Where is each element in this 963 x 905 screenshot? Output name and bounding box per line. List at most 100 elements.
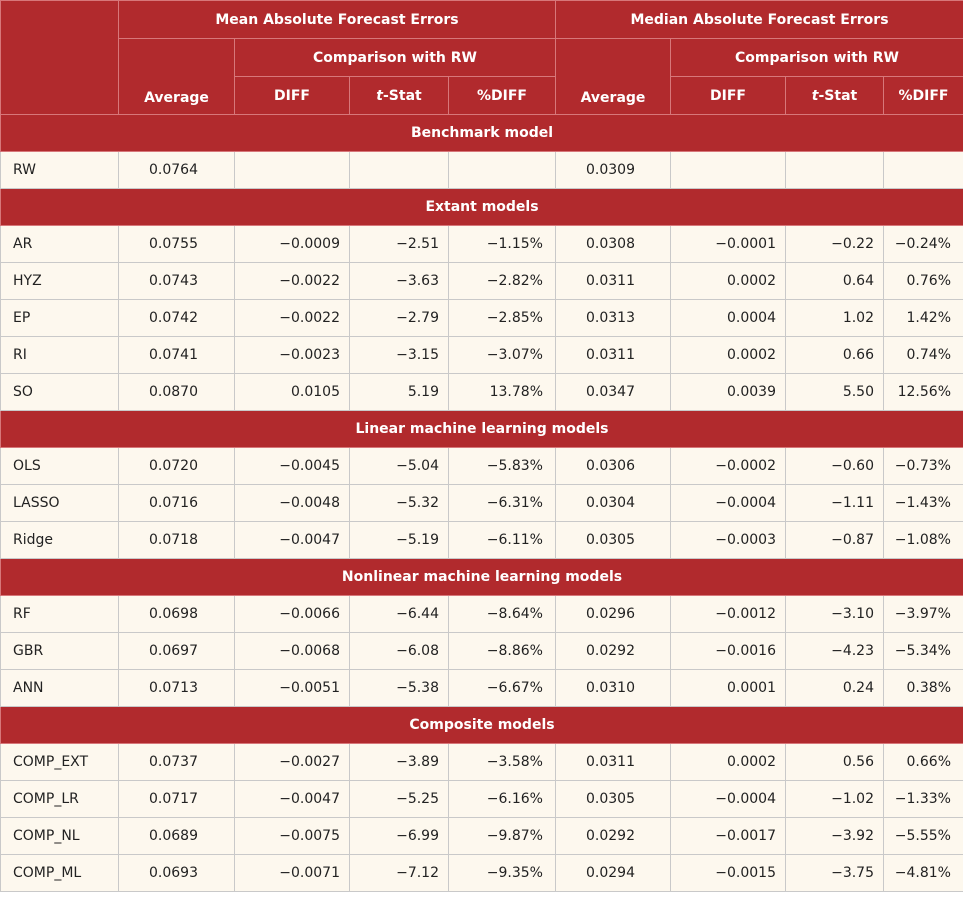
table-row: RI 0.0741 −0.0023 −3.15 −3.07% 0.0311 0.0002 0.… [0,336,963,374]
median-average-cell: 0.0292 [555,632,671,670]
section-title: Nonlinear machine learning models [0,558,963,596]
section-title: Extant models [0,188,963,226]
median-diff-cell: 0.0002 [670,743,786,781]
median-pctdiff-cell: −4.81% [883,854,963,892]
median-average-cell: 0.0309 [555,151,671,189]
section-row: Linear machine learning models [0,410,963,448]
median-pctdiff-cell: 0.74% [883,336,963,374]
median-diff-cell: −0.0016 [670,632,786,670]
mean-pctdiff-cell: −6.11% [448,521,556,559]
table-header: Mean Absolute Forecast Errors Median Abs… [0,0,963,115]
table-row: LASSO 0.0716 −0.0048 −5.32 −6.31% 0.0304 −0.00… [0,484,963,522]
tstat-suffix: -Stat [382,87,422,104]
mean-diff-cell: −0.0022 [234,262,350,300]
mean-tstat-cell: −7.12 [349,854,449,892]
mean-pctdiff-cell: −6.67% [448,669,556,707]
mean-diff-cell: −0.0066 [234,595,350,633]
mean-diff-cell: −0.0027 [234,743,350,781]
table-row: RW 0.0764 0.0309 [0,151,963,189]
median-average-cell: 0.0308 [555,225,671,263]
mean-diff-cell: −0.0009 [234,225,350,263]
mean-pctdiff-header: %DIFF [448,76,556,115]
median-tstat-cell: 0.64 [785,262,884,300]
median-diff-cell: −0.0004 [670,780,786,818]
median-group-header: Median Absolute Forecast Errors [555,0,963,39]
median-pctdiff-header: %DIFF [883,76,963,115]
median-tstat-cell: −1.02 [785,780,884,818]
mean-diff-cell: 0.0105 [234,373,350,411]
median-tstat-cell: 0.66 [785,336,884,374]
mean-average-cell: 0.0697 [118,632,235,670]
median-pctdiff-cell: −1.43% [883,484,963,522]
median-diff-cell: −0.0003 [670,521,786,559]
mean-average-cell: 0.0737 [118,743,235,781]
median-diff-cell: −0.0002 [670,447,786,485]
table-row: ANN 0.0713 −0.0051 −5.38 −6.67% 0.0310 0.0001 0… [0,669,963,707]
model-name-cell: COMP_ML [0,854,119,892]
mean-diff-cell: −0.0048 [234,484,350,522]
mean-pctdiff-cell: −2.85% [448,299,556,337]
median-average-cell: 0.0311 [555,743,671,781]
median-average-cell: 0.0313 [555,299,671,337]
table-row: GBR 0.0697 −0.0068 −6.08 −8.86% 0.0292 −0.0016… [0,632,963,670]
mean-pctdiff-cell: 13.78% [448,373,556,411]
mean-average-cell: 0.0718 [118,521,235,559]
median-average-cell: 0.0294 [555,854,671,892]
mean-tstat-cell: −2.51 [349,225,449,263]
mean-pctdiff-cell: −8.64% [448,595,556,633]
median-tstat-cell: 0.24 [785,669,884,707]
mean-diff-cell: −0.0071 [234,854,350,892]
mean-average-cell: 0.0717 [118,780,235,818]
mean-pctdiff-cell: −8.86% [448,632,556,670]
mean-tstat-cell: −5.19 [349,521,449,559]
mean-average-cell: 0.0743 [118,262,235,300]
median-tstat-cell: −3.92 [785,817,884,855]
table-row: RF 0.0698 −0.0066 −6.44 −8.64% 0.0296 −0.0012−… [0,595,963,633]
median-diff-cell: −0.0004 [670,484,786,522]
table-row: SO 0.0870 0.0105 5.19 13.78% 0.0347 0.0039 5.50… [0,373,963,411]
mean-diff-cell: −0.0068 [234,632,350,670]
mean-pctdiff-cell: −9.87% [448,817,556,855]
mean-tstat-cell: −5.25 [349,780,449,818]
model-header-blank [0,0,119,115]
median-diff-cell: −0.0017 [670,817,786,855]
mean-diff-cell: −0.0045 [234,447,350,485]
mean-diff-cell: −0.0075 [234,817,350,855]
model-name-cell: COMP_LR [0,780,119,818]
table-row: COMP_LR 0.0717 −0.0047 −5.25 −6.16% 0.0305 −0.… [0,780,963,818]
median-diff-header: DIFF [670,76,786,115]
mean-pctdiff-cell: −9.35% [448,854,556,892]
median-average-cell: 0.0292 [555,817,671,855]
median-pctdiff-cell: 0.76% [883,262,963,300]
table-row: AR 0.0755 −0.0009 −2.51 −1.15% 0.0308 −0.0001−… [0,225,963,263]
mean-tstat-cell: −5.32 [349,484,449,522]
median-diff-cell: 0.0001 [670,669,786,707]
mean-average-cell: 0.0689 [118,817,235,855]
section-row: Extant models [0,188,963,226]
median-average-cell: 0.0305 [555,521,671,559]
model-name-cell: SO [0,373,119,411]
median-tstat-cell: 5.50 [785,373,884,411]
mean-pctdiff-cell: −3.58% [448,743,556,781]
median-pctdiff-cell: −1.08% [883,521,963,559]
median-average-cell: 0.0311 [555,336,671,374]
median-tstat-cell: −0.22 [785,225,884,263]
median-tstat-cell: −3.75 [785,854,884,892]
mean-average-cell: 0.0693 [118,854,235,892]
mean-diff-cell [234,151,350,189]
mean-tstat-cell: −5.04 [349,447,449,485]
table-row: OLS 0.0720 −0.0045 −5.04 −5.83% 0.0306 −0.0002… [0,447,963,485]
model-name-cell: ANN [0,669,119,707]
model-name-cell: HYZ [0,262,119,300]
median-pctdiff-cell: −0.24% [883,225,963,263]
mean-average-cell: 0.0741 [118,336,235,374]
median-diff-cell: −0.0001 [670,225,786,263]
model-name-cell: RI [0,336,119,374]
median-pctdiff-cell: 0.66% [883,743,963,781]
mean-pctdiff-cell: −3.07% [448,336,556,374]
mean-tstat-header: t-Stat [349,76,449,115]
median-tstat-cell: −0.60 [785,447,884,485]
median-average-cell: 0.0305 [555,780,671,818]
model-name-cell: EP [0,299,119,337]
median-pctdiff-cell: 0.38% [883,669,963,707]
